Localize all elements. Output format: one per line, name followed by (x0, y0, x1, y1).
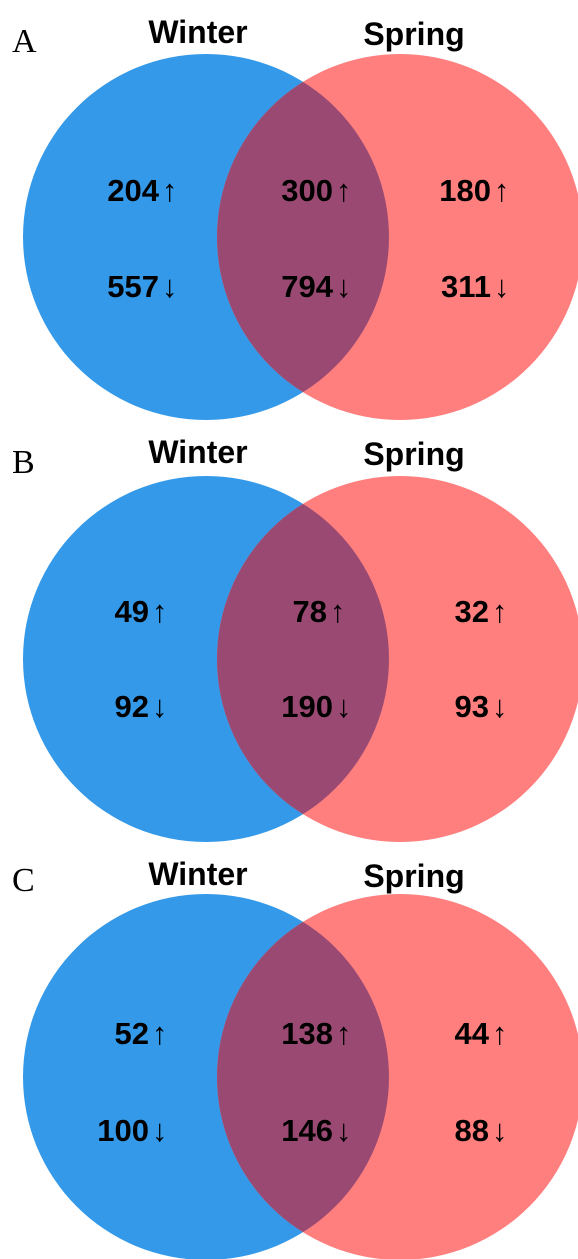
winter-only-down-count: 100 (97, 1113, 149, 1148)
down-arrow-icon: ↓ (336, 269, 352, 304)
down-arrow-icon: ↓ (494, 269, 510, 304)
spring-only-up-count: 44 (455, 1016, 490, 1051)
venn-panel-a: A Winter Spring 204 ↑ 557 ↓ 300 ↑ 794 ↓ … (12, 14, 578, 420)
winter-set-title: Winter (148, 14, 247, 50)
spring-only-down-count: 311 (441, 269, 491, 304)
spring-set-title: Spring (363, 16, 464, 52)
up-arrow-icon: ↑ (492, 594, 508, 629)
down-arrow-icon: ↓ (336, 689, 352, 724)
winter-only-up-count: 52 (115, 1016, 149, 1051)
winter-only-up-count: 49 (115, 594, 149, 629)
up-arrow-icon: ↑ (162, 173, 178, 208)
down-arrow-icon: ↓ (152, 1113, 168, 1148)
overlap-up-count: 78 (293, 594, 327, 629)
overlap-region (217, 476, 389, 842)
overlap-region (217, 54, 389, 420)
up-arrow-icon: ↑ (330, 594, 346, 629)
venn-panel-b: B Winter Spring 49 ↑ 92 ↓ 78 ↑ 190 ↓ 32 … (12, 434, 578, 842)
overlap-up-count: 138 (281, 1016, 333, 1051)
overlap-down-count: 146 (281, 1113, 333, 1148)
spring-only-down-count: 93 (455, 689, 489, 724)
up-arrow-icon: ↑ (494, 173, 510, 208)
up-arrow-icon: ↑ (152, 1016, 168, 1051)
winter-only-up-count: 204 (107, 173, 159, 208)
winter-set-title: Winter (148, 856, 247, 892)
down-arrow-icon: ↓ (336, 1113, 352, 1148)
venn-panel-c: C Winter Spring 52 ↑ 100 ↓ 138 ↑ 146 ↓ 4… (12, 856, 578, 1259)
up-arrow-icon: ↑ (336, 1016, 352, 1051)
spring-set-title: Spring (363, 436, 464, 472)
down-arrow-icon: ↓ (492, 689, 508, 724)
winter-only-down-count: 557 (107, 269, 159, 304)
winter-only-down-count: 92 (115, 689, 149, 724)
overlap-down-count: 190 (281, 689, 333, 724)
up-arrow-icon: ↑ (492, 1016, 508, 1051)
panel-letter: A (12, 23, 37, 60)
overlap-up-count: 300 (281, 173, 333, 208)
spring-only-down-count: 88 (455, 1113, 489, 1148)
spring-only-up-count: 180 (439, 173, 491, 208)
down-arrow-icon: ↓ (162, 269, 178, 304)
panel-letter: B (12, 444, 35, 481)
winter-set-title: Winter (148, 434, 247, 470)
up-arrow-icon: ↑ (336, 173, 352, 208)
overlap-region (217, 894, 389, 1259)
overlap-down-count: 794 (281, 269, 333, 304)
down-arrow-icon: ↓ (152, 689, 168, 724)
spring-set-title: Spring (363, 858, 464, 894)
panel-letter: C (12, 862, 35, 899)
down-arrow-icon: ↓ (492, 1113, 508, 1148)
spring-only-up-count: 32 (455, 594, 489, 629)
up-arrow-icon: ↑ (152, 594, 168, 629)
